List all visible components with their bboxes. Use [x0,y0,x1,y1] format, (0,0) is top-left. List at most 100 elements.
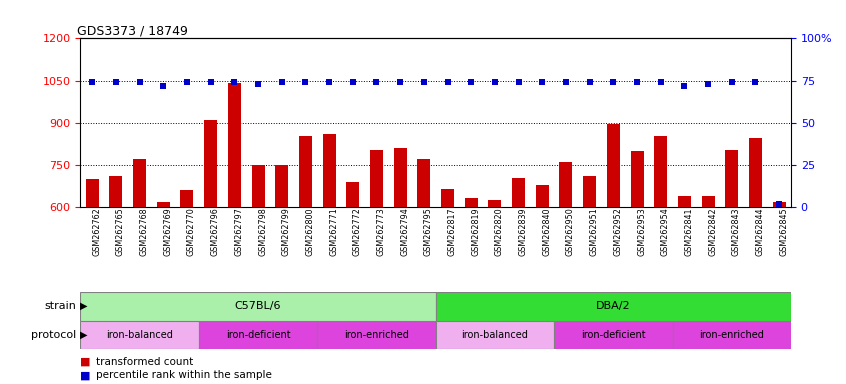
Point [536,79,549,85]
Text: GSM262954: GSM262954 [661,207,670,256]
Text: C57BL/6: C57BL/6 [235,301,281,311]
Point [299,79,312,85]
Point [725,79,739,85]
Bar [678,196,691,207]
Bar [559,162,573,207]
Text: GSM262844: GSM262844 [755,207,765,256]
Bar [393,148,407,207]
Text: ■: ■ [80,370,95,381]
Bar [370,150,383,207]
Text: GSM262845: GSM262845 [779,207,788,256]
Point [346,79,360,85]
Bar [275,165,288,207]
Bar [749,138,762,207]
Point [157,83,170,89]
Text: GSM262773: GSM262773 [376,207,386,256]
Bar [133,159,146,207]
Text: ▶: ▶ [80,330,87,340]
Bar [299,136,312,207]
Bar [109,176,123,207]
Bar [322,134,336,207]
Point [322,79,336,85]
Text: transformed count: transformed count [96,356,193,367]
Bar [630,151,644,207]
Text: iron-enriched: iron-enriched [700,330,764,340]
Text: ▶: ▶ [80,301,87,311]
Bar [317,321,436,349]
Point [607,79,620,85]
Text: ■: ■ [80,356,95,367]
Bar [204,120,217,207]
Bar [180,190,194,207]
Text: GSM262950: GSM262950 [566,207,575,256]
Text: strain: strain [44,301,76,311]
Text: GSM262798: GSM262798 [258,207,267,256]
Text: GSM262839: GSM262839 [519,207,528,256]
Bar [228,83,241,207]
Bar [436,292,791,321]
Text: GSM262771: GSM262771 [329,207,338,256]
Bar [346,182,360,207]
Bar [701,196,715,207]
Text: iron-deficient: iron-deficient [226,330,290,340]
Text: percentile rank within the sample: percentile rank within the sample [96,370,272,381]
Text: DBA/2: DBA/2 [596,301,630,311]
Point [488,79,502,85]
Text: GSM262820: GSM262820 [495,207,504,256]
Text: GSM262953: GSM262953 [637,207,646,256]
Text: GSM262952: GSM262952 [613,207,623,256]
Point [251,81,265,87]
Bar [441,189,454,207]
Point [85,79,99,85]
Point [228,79,241,85]
Text: GDS3373 / 18749: GDS3373 / 18749 [77,24,188,37]
Text: GSM262797: GSM262797 [234,207,244,256]
Text: GSM262796: GSM262796 [211,207,220,256]
Point [441,79,454,85]
Text: GSM262762: GSM262762 [92,207,102,256]
Bar [80,292,436,321]
Text: GSM262819: GSM262819 [471,207,481,256]
Point [772,201,786,207]
Text: protocol: protocol [31,330,76,340]
Text: GSM262795: GSM262795 [424,207,433,256]
Text: GSM262843: GSM262843 [732,207,741,256]
Bar [488,200,502,207]
Bar [554,321,673,349]
Point [109,79,123,85]
Bar [673,321,791,349]
Text: GSM262799: GSM262799 [282,207,291,256]
Bar [436,321,554,349]
Point [204,79,217,85]
Bar [464,197,478,207]
Text: GSM262770: GSM262770 [187,207,196,256]
Point [583,79,596,85]
Bar [80,321,199,349]
Text: GSM262765: GSM262765 [116,207,125,256]
Bar [772,202,786,207]
Text: GSM262817: GSM262817 [448,207,457,256]
Point [393,79,407,85]
Bar [157,202,170,207]
Point [417,79,431,85]
Point [701,81,715,87]
Point [678,83,691,89]
Point [133,79,146,85]
Text: GSM262772: GSM262772 [353,207,362,256]
Point [654,79,667,85]
Point [180,79,194,85]
Text: GSM262794: GSM262794 [400,207,409,256]
Point [512,79,525,85]
Bar [725,150,739,207]
Text: GSM262769: GSM262769 [163,207,173,256]
Bar [583,176,596,207]
Text: iron-balanced: iron-balanced [106,330,173,340]
Text: GSM262951: GSM262951 [590,207,599,256]
Point [370,79,383,85]
Bar [199,321,317,349]
Bar [417,159,431,207]
Text: GSM262842: GSM262842 [708,207,717,256]
Point [559,79,573,85]
Bar [536,185,549,207]
Bar [654,136,667,207]
